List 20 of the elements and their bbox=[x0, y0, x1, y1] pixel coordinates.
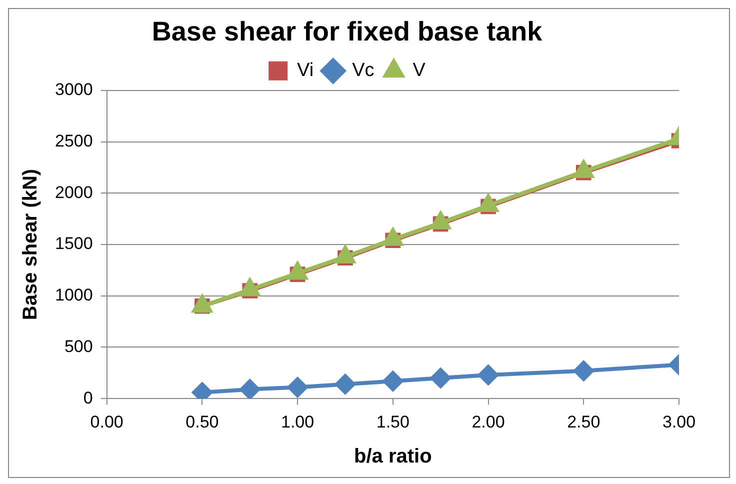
y-tick-label: 3000 bbox=[54, 80, 93, 100]
x-tick-label: 3.00 bbox=[662, 412, 696, 432]
legend-label: V bbox=[412, 60, 426, 82]
x-tick-label: 1.00 bbox=[281, 412, 314, 432]
x-tick-label: 2.00 bbox=[472, 412, 505, 432]
y-tick-label: 1000 bbox=[54, 286, 93, 305]
x-tick-label: 0.00 bbox=[90, 412, 124, 432]
legend-label: Vc bbox=[352, 60, 374, 82]
legend-label: Vi bbox=[297, 60, 314, 82]
chart-title: Base shear for fixed base tank bbox=[152, 16, 544, 47]
y-tick-label: 500 bbox=[64, 336, 93, 356]
y-tick-label: 0 bbox=[83, 388, 93, 408]
y-tick-label: 2000 bbox=[54, 182, 93, 202]
y-axis-title: Base shear (kN) bbox=[20, 168, 42, 320]
x-tick-label: 2.50 bbox=[567, 412, 600, 432]
y-tick-label: 2500 bbox=[54, 131, 93, 150]
x-axis-title: b/a ratio bbox=[354, 446, 432, 468]
y-tick-label: 1500 bbox=[54, 234, 93, 254]
x-tick-label: 0.50 bbox=[186, 412, 219, 432]
x-tick-label: 1.50 bbox=[376, 412, 410, 432]
